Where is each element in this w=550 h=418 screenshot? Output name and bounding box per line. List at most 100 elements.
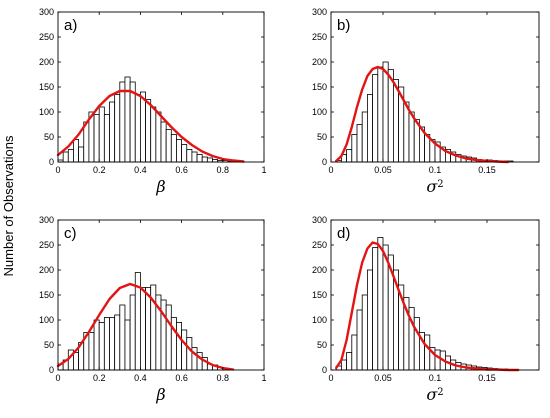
y-tick-label: 50 (44, 132, 54, 142)
x-tick-label: 0.6 (175, 373, 188, 383)
histogram-bar (170, 134, 177, 163)
histogram-bar (88, 332, 95, 371)
y-axis-label: Number of Observations (1, 135, 16, 276)
panel-label: b) (337, 17, 350, 34)
histogram-bar (377, 66, 384, 163)
chart-panel-1: 0 50 100 150 200 250 300 0 0.2 0.4 0.6 0.8 1 a) β (39, 7, 267, 196)
x-tick-label: 0.4 (134, 373, 147, 383)
histogram-bar (165, 129, 172, 163)
histogram-bar (139, 91, 146, 163)
histogram-bar (340, 359, 347, 371)
histogram-bar (206, 157, 213, 163)
histogram-bar (129, 294, 136, 371)
x-tick-label: 0 (328, 165, 333, 175)
histogram-bar (372, 247, 379, 371)
histogram-bar (366, 269, 373, 371)
y-tick-label: 0 (49, 365, 54, 375)
histogram-bar (361, 294, 368, 371)
histogram-bar (382, 61, 389, 163)
histogram-bar (103, 317, 110, 371)
histogram-bar (351, 334, 358, 371)
histogram-bar (372, 74, 379, 163)
x-tick-label: 0.1 (429, 165, 442, 175)
y-tick-label: 250 (312, 240, 327, 250)
y-tick-label: 100 (39, 107, 54, 117)
histogram-bar (155, 111, 162, 163)
x-tick-label: 0.4 (134, 165, 147, 175)
histogram-bar (119, 81, 126, 163)
x-tick-label: 0.05 (374, 373, 392, 383)
y-tick-label: 0 (322, 157, 327, 167)
y-tick-label: 50 (44, 340, 54, 350)
histogram-bar (114, 314, 121, 371)
x-tick-label: 0.15 (478, 373, 496, 383)
y-tick-label: 150 (312, 82, 327, 92)
histogram-bar (181, 144, 188, 163)
x-tick-label: 0.2 (93, 165, 106, 175)
panel-label: a) (64, 17, 77, 34)
x-axis-label-superscript: 2 (437, 179, 443, 190)
histogram-bar (93, 114, 100, 163)
y-tick-label: 50 (317, 132, 327, 142)
histogram-bar (346, 149, 353, 163)
histogram-bar (181, 329, 188, 371)
chart-panel-3: 0 50 100 150 200 250 300 0 0.2 0.4 0.6 0.8 1 c) β (39, 215, 267, 404)
x-axis-label: σ2 (426, 385, 443, 404)
histogram-bar (424, 334, 431, 371)
histogram-bar (109, 317, 116, 371)
y-tick-label: 200 (39, 265, 54, 275)
histogram-bar (201, 156, 208, 163)
histogram-bar (176, 139, 182, 163)
histogram-bar (356, 124, 363, 163)
histogram-bar (119, 304, 126, 371)
histogram-bar (351, 134, 358, 163)
x-tick-label: 1 (261, 165, 266, 175)
histogram-bar (73, 352, 79, 371)
y-tick-label: 150 (39, 82, 54, 92)
y-tick-label: 0 (49, 157, 54, 167)
histogram-bar (93, 319, 100, 371)
fitted-curve (56, 89, 245, 163)
x-tick-label: 0.8 (217, 165, 230, 175)
chart-panel-4: 0 50 100 150 200 250 300 0 0.05 0.1 0.15 d) σ2 (312, 215, 540, 404)
x-axis-label: σ2 (426, 177, 443, 196)
histogram-bar (134, 94, 141, 163)
histogram-bar (78, 146, 85, 163)
histogram-bar (98, 322, 105, 371)
histogram-bar (160, 121, 167, 163)
x-tick-label: 0.05 (374, 165, 392, 175)
y-tick-label: 0 (322, 365, 327, 375)
fitted-curve (335, 241, 520, 372)
histogram-bar (366, 94, 373, 163)
y-tick-label: 200 (312, 265, 327, 275)
y-tick-label: 50 (317, 340, 327, 350)
x-tick-label: 0.1 (429, 373, 442, 383)
panel-label: c) (64, 225, 77, 242)
y-tick-label: 100 (312, 107, 327, 117)
histogram-bar (186, 149, 193, 163)
histogram-bar (114, 94, 121, 163)
histogram-bar (73, 139, 79, 163)
y-tick-label: 300 (312, 7, 327, 17)
histogram-bar (67, 149, 74, 163)
y-tick-label: 250 (39, 32, 54, 42)
panel-label: d) (337, 225, 350, 242)
y-tick-label: 300 (312, 215, 327, 225)
y-tick-label: 150 (312, 290, 327, 300)
histogram-bar (434, 349, 441, 371)
chart-panel-2: 0 50 100 150 200 250 300 0 0.05 0.1 0.15 b) σ2 (312, 7, 540, 196)
x-tick-label: 0.8 (217, 373, 230, 383)
histogram-bar (413, 317, 420, 371)
y-tick-label: 300 (39, 215, 54, 225)
histogram-bar (387, 69, 394, 163)
histogram-bar (103, 114, 110, 163)
x-tick-label: 0 (55, 373, 60, 383)
y-tick-label: 100 (312, 315, 327, 325)
y-tick-label: 200 (39, 57, 54, 67)
histogram-bar (176, 322, 182, 371)
histogram-bar (109, 101, 116, 163)
y-tick-label: 300 (39, 7, 54, 17)
x-tick-label: 0.2 (93, 373, 106, 383)
